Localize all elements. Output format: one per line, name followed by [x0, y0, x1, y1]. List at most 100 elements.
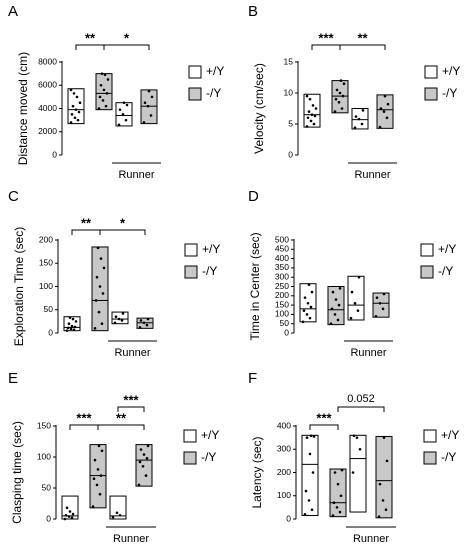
data-point — [101, 292, 105, 295]
y-tick-label: 4000 — [38, 103, 57, 113]
box-3 — [347, 275, 365, 321]
data-point — [352, 434, 356, 438]
data-point — [115, 511, 119, 515]
data-point — [73, 116, 77, 120]
significance-bracket — [117, 406, 145, 412]
significance-label: * — [120, 215, 126, 230]
data-point — [305, 125, 309, 128]
data-point — [333, 471, 337, 474]
y-tick-label: 50 — [44, 304, 54, 314]
data-point — [305, 436, 309, 439]
data-point — [93, 458, 97, 462]
legend-swatch — [420, 265, 434, 279]
data-point — [338, 91, 342, 95]
data-point — [329, 322, 333, 326]
legend-label: -/Y — [441, 450, 456, 464]
data-point — [95, 275, 99, 279]
data-point — [91, 505, 95, 508]
data-point — [310, 290, 314, 294]
y-tick-label: 200 — [275, 290, 289, 300]
legend-swatch — [188, 65, 202, 79]
data-point — [117, 317, 121, 321]
data-point — [99, 474, 103, 477]
data-point — [383, 94, 387, 98]
runner-label: Runner — [353, 533, 389, 545]
data-point — [77, 110, 81, 114]
data-point — [306, 301, 310, 305]
data-point — [337, 101, 341, 104]
data-point — [63, 517, 67, 521]
box-2 — [91, 246, 109, 332]
data-point — [101, 99, 105, 102]
y-tick-label: 50 — [42, 482, 52, 492]
significance-bracket — [339, 44, 386, 50]
data-point — [74, 108, 78, 111]
data-point — [78, 101, 82, 104]
data-point — [114, 315, 118, 319]
y-tick-label: 300 — [277, 444, 291, 454]
y-axis-label: Distance moved (cm) — [16, 52, 30, 165]
box-3 — [109, 495, 127, 520]
data-point — [333, 110, 337, 113]
data-point — [382, 436, 386, 439]
y-tick-label: 0 — [284, 327, 289, 337]
data-point — [120, 319, 124, 322]
y-tick-label: 2000 — [38, 126, 57, 136]
data-point — [312, 435, 316, 438]
data-point — [69, 121, 73, 124]
y-tick-label: 6000 — [38, 80, 57, 90]
data-point — [94, 299, 98, 302]
data-point — [303, 296, 307, 299]
data-point — [342, 82, 346, 85]
significance-label: ** — [81, 215, 92, 230]
legend-swatch — [420, 243, 434, 257]
data-point — [137, 483, 141, 487]
legend-swatch — [184, 243, 198, 257]
data-point — [378, 125, 382, 129]
legend-swatch — [183, 451, 197, 465]
data-point — [98, 492, 102, 496]
data-point — [385, 116, 389, 120]
data-point — [309, 305, 313, 309]
data-point — [351, 471, 355, 474]
data-point — [138, 460, 142, 464]
data-point — [332, 501, 336, 505]
data-point — [103, 73, 107, 77]
runner-label: Runner — [354, 169, 390, 181]
data-point — [309, 119, 313, 123]
data-point — [338, 287, 342, 290]
data-point — [65, 506, 69, 510]
legend-label: -/Y — [438, 264, 453, 278]
data-point — [334, 298, 338, 301]
data-point — [117, 123, 121, 127]
box-2 — [331, 80, 349, 114]
data-point — [147, 89, 151, 93]
data-point — [121, 113, 125, 116]
y-tick-label: 250 — [275, 281, 289, 291]
data-point — [122, 101, 126, 104]
data-point — [95, 483, 99, 487]
data-point — [356, 309, 360, 312]
y-axis-label: Exploration Time (sec) — [12, 227, 26, 346]
data-point — [146, 444, 150, 448]
significance-label: * — [124, 30, 130, 45]
data-point — [312, 122, 316, 126]
y-tick-label: 400 — [277, 420, 291, 430]
significance-label: *** — [76, 410, 92, 425]
data-point — [124, 118, 128, 122]
significance-label: ** — [116, 410, 127, 425]
y-axis-label: Latency (sec) — [250, 436, 264, 508]
significance-bracket — [337, 406, 385, 412]
data-point — [338, 510, 342, 514]
box-1 — [303, 93, 321, 128]
data-point — [66, 326, 70, 330]
data-point — [374, 314, 378, 318]
data-point — [68, 510, 72, 513]
y-tick-label: 15 — [284, 56, 294, 66]
data-point — [70, 516, 74, 520]
legend-label: +/Y — [206, 64, 224, 78]
data-point — [331, 514, 335, 517]
data-point — [305, 94, 309, 98]
